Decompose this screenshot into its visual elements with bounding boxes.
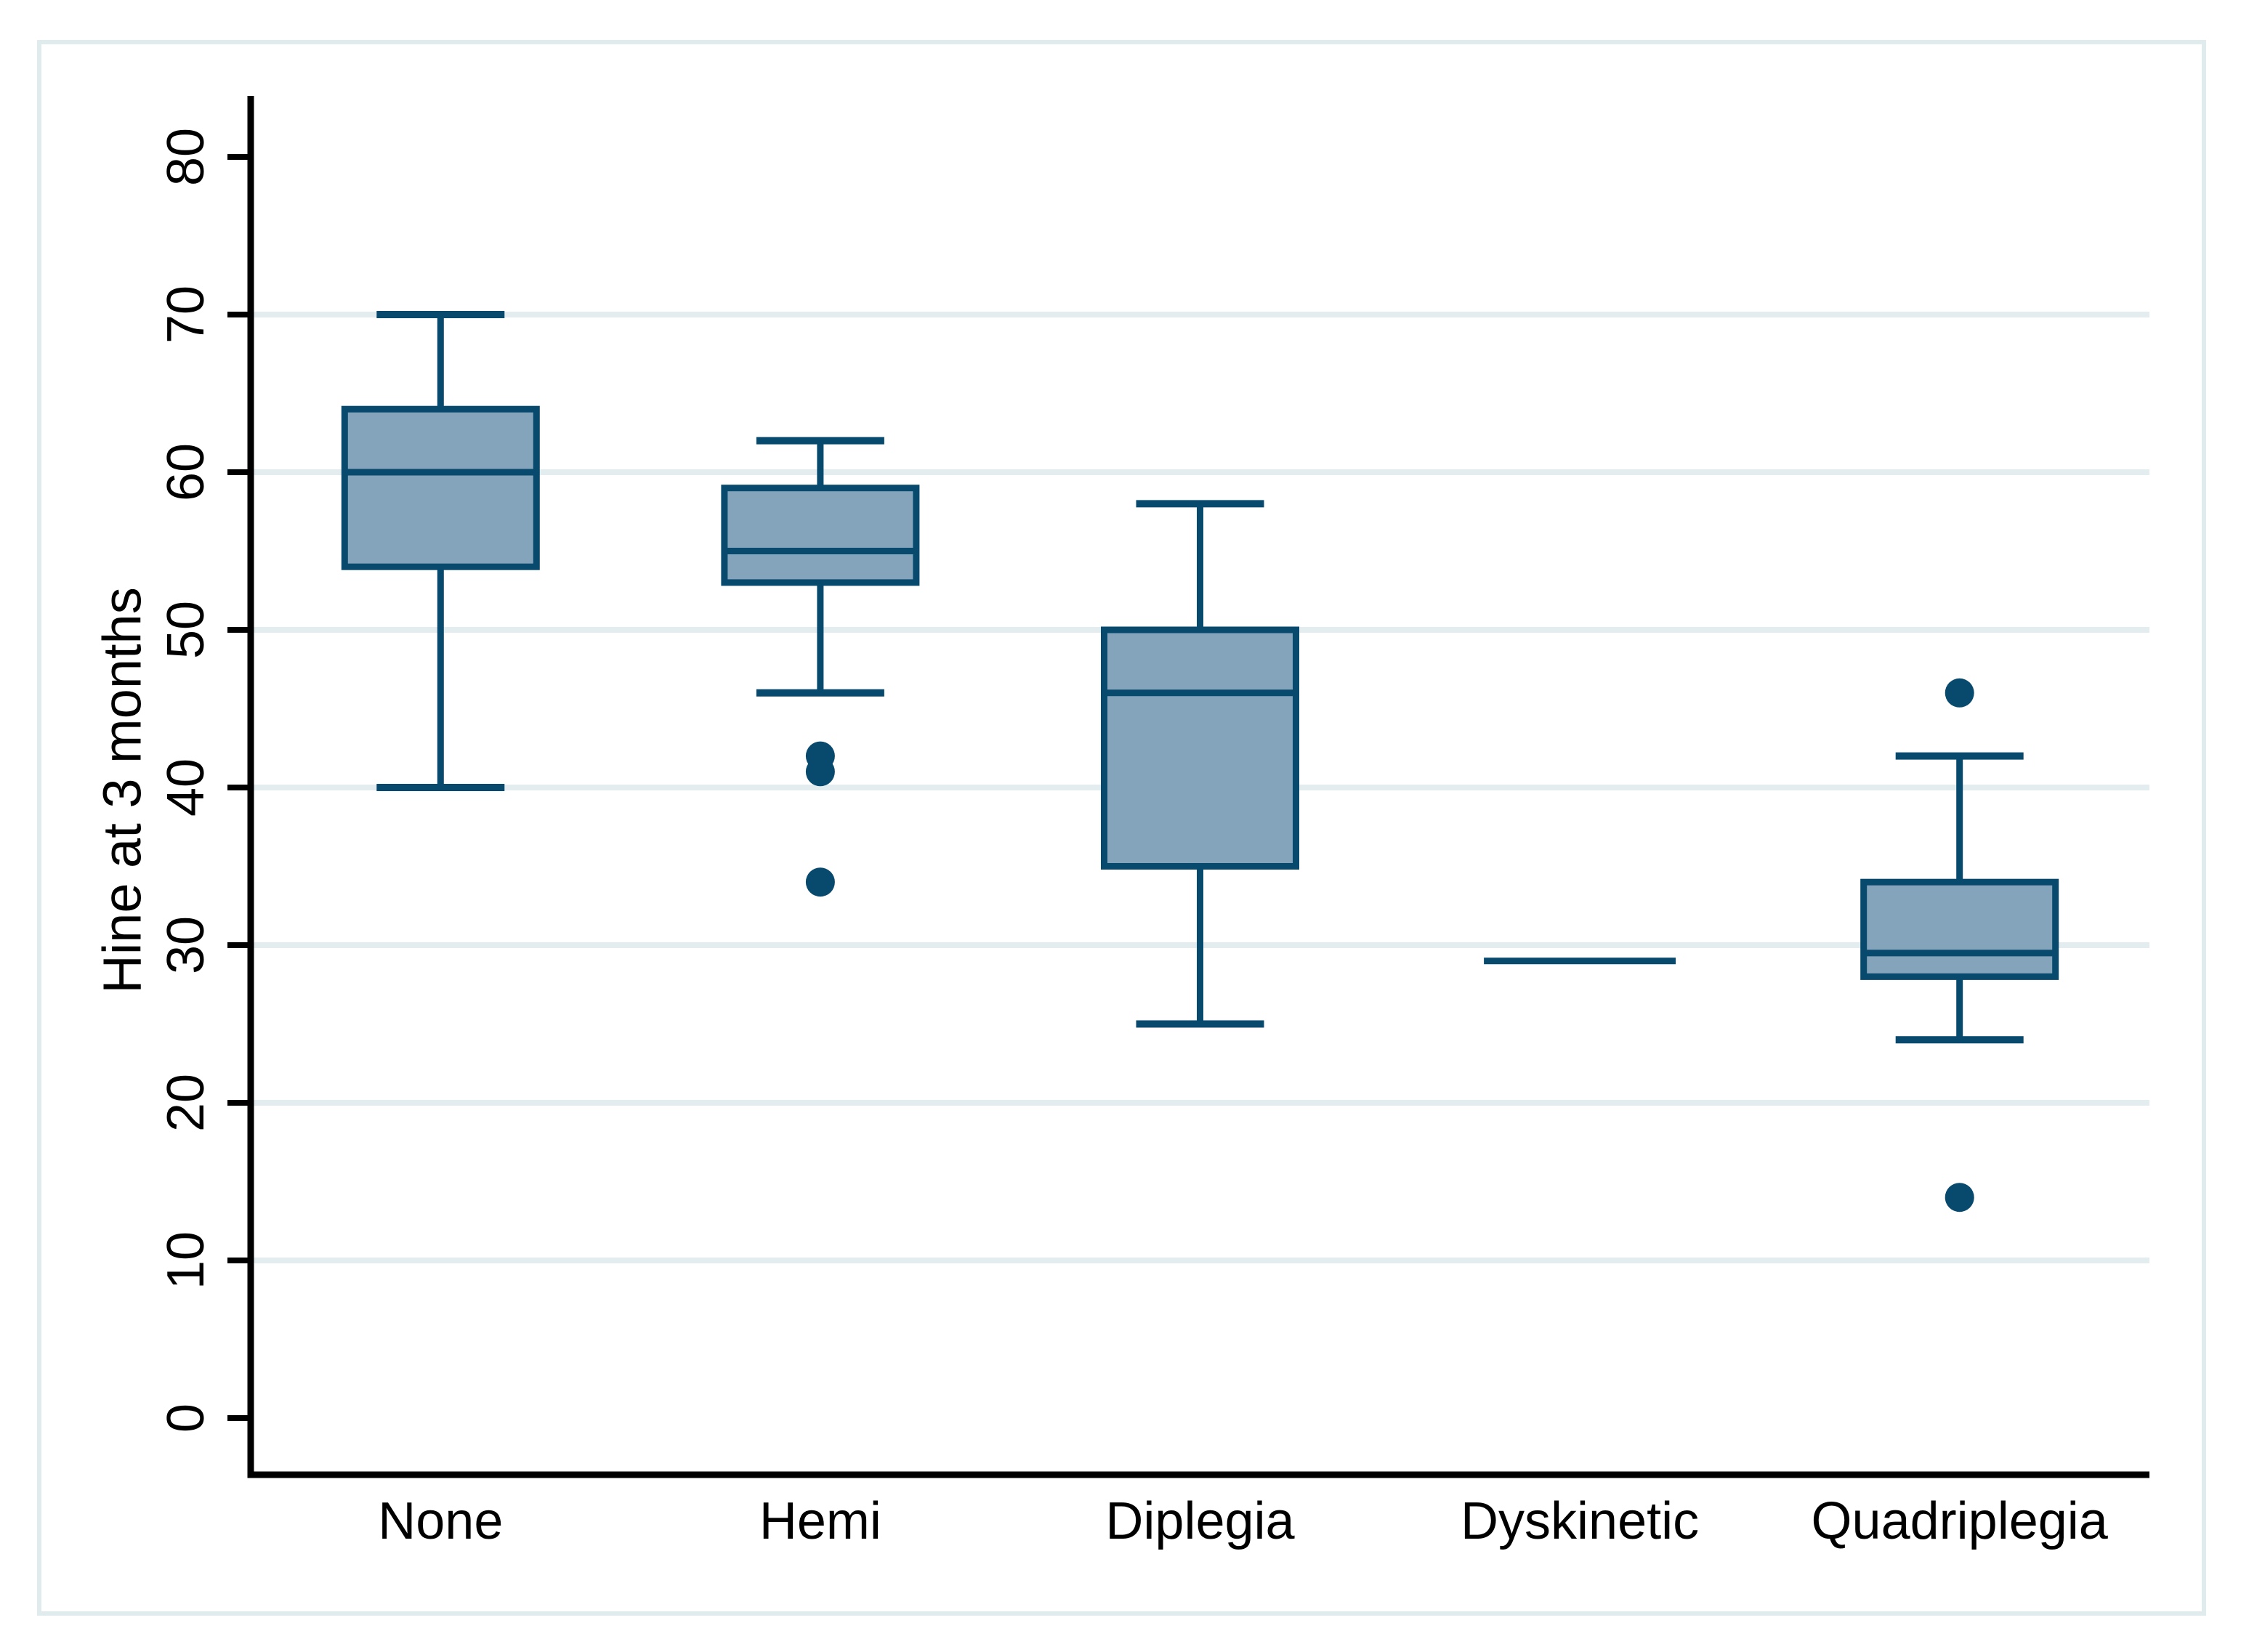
y-tick-label-20: 20: [157, 1074, 215, 1132]
y-axis-title: Hine at 3 months: [92, 587, 153, 993]
y-tick-label-10: 10: [157, 1231, 215, 1289]
category-label-hemi: Hemi: [759, 1492, 881, 1550]
y-tick-label-70: 70: [157, 286, 215, 344]
outlier-dot-hemi-41: [805, 757, 835, 787]
y-tick-label-30: 30: [157, 916, 215, 974]
box-group-none: [341, 311, 540, 791]
boxes-layer: [341, 311, 2059, 1212]
outlier-dot-quadriplegia-46: [1945, 678, 1974, 708]
outlier-dot-quadriplegia-14: [1945, 1183, 1974, 1212]
y-tick-label-0: 0: [157, 1404, 215, 1433]
labels-layer: 0 10 20 30 40 50 60 70 80 None Hemi Diplegia Dyskine…: [157, 128, 2109, 1550]
iqr-box-quadriplegia: [1860, 878, 2059, 980]
box-group-hemi: [721, 437, 920, 897]
y-tick-label-50: 50: [157, 601, 215, 659]
axes-layer: [227, 96, 2149, 1478]
gridlines-layer: [251, 312, 2149, 1263]
category-label-none: None: [378, 1492, 503, 1550]
iqr-box-hemi: [721, 485, 920, 586]
category-label-diplegia: Diplegia: [1105, 1492, 1295, 1550]
box-group-diplegia: [1101, 500, 1299, 1028]
y-tick-label-40: 40: [157, 758, 215, 817]
axis-lines: [247, 96, 2149, 1478]
iqr-box-diplegia: [1101, 626, 1299, 870]
iqr-box-none: [341, 405, 540, 570]
category-label-quadriplegia: Quadriplegia: [1812, 1492, 2109, 1550]
figure-border: [37, 40, 2206, 1616]
y-tick-label-80: 80: [157, 128, 215, 186]
y-tick-label-60: 60: [157, 443, 215, 501]
category-label-dyskinetic: Dyskinetic: [1461, 1492, 1699, 1550]
outlier-dot-hemi-34: [805, 867, 835, 897]
box-group-quadriplegia: [1860, 678, 2059, 1212]
